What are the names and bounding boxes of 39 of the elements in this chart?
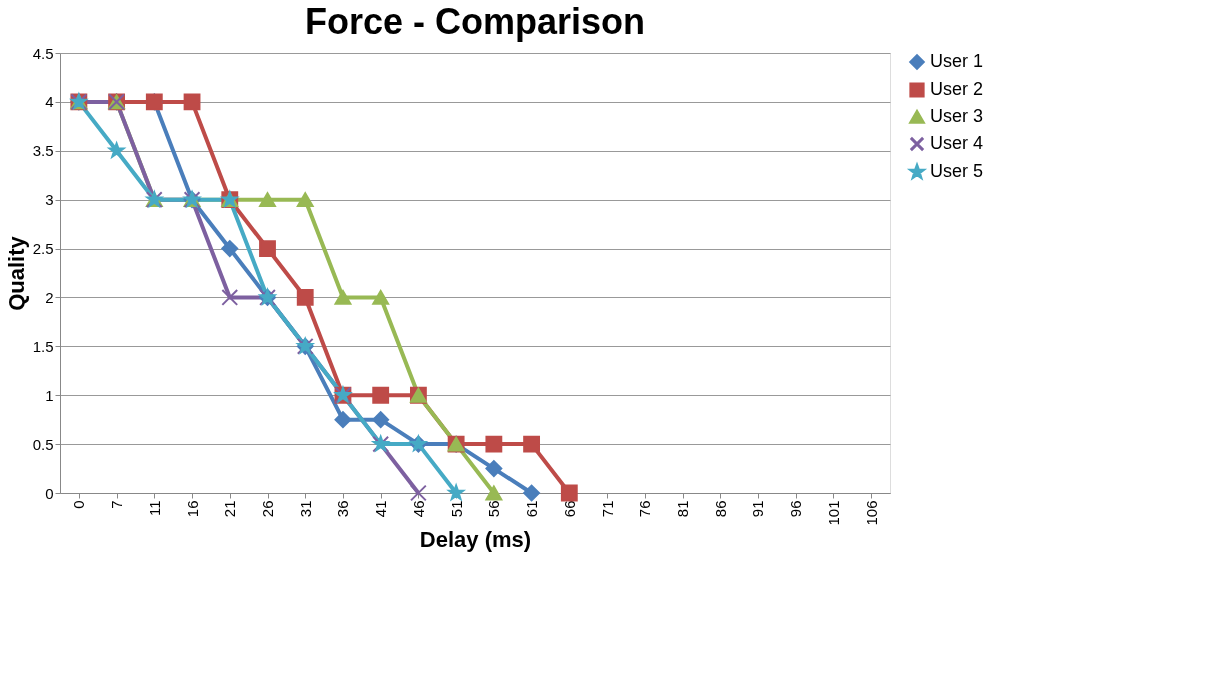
legend-label: User 5 [930,161,984,181]
y-tick-label: 2.5 [32,240,54,258]
legend-label: User 1 [930,51,984,71]
x-tick-label: 7 [108,500,126,509]
y-tick-label: 3.5 [32,142,54,160]
x-tick-label: 41 [372,500,390,518]
y-tick-label: 3 [45,191,54,209]
y-tick-label: 1.5 [32,337,54,355]
legend-label: User 4 [930,133,984,153]
y-tick-label: 0.5 [32,435,54,453]
x-tick-label: 11 [145,500,163,517]
x-tick-label: 71 [598,500,616,518]
x-tick-label: 86 [711,500,729,518]
x-tick-label: 66 [560,500,578,518]
x-tick-label: 101 [824,500,842,526]
legend-label: User 3 [930,106,984,126]
x-tick-label: 31 [296,500,314,518]
y-tick-label: 4 [45,93,54,111]
x-tick-label: 96 [787,500,805,518]
x-tick-label: 51 [447,500,465,518]
x-tick-label: 16 [183,500,201,518]
x-tick-label: 21 [221,500,239,518]
x-axis-title: Delay (ms) [419,526,532,552]
x-tick-label: 81 [674,500,691,518]
x-tick-label: 61 [523,500,541,518]
x-tick-label: 46 [409,500,427,518]
x-tick-label: 56 [485,500,503,518]
x-tick-label: 0 [70,500,88,509]
legend-label: User 2 [930,79,984,99]
x-tick-label: 26 [259,500,276,518]
y-axis-title: Quality [3,235,29,311]
y-tick-label: 2 [45,288,54,306]
x-tick-label: 76 [636,500,654,518]
x-tick-label: 106 [862,500,880,526]
y-tick-label: 1 [45,386,54,404]
x-tick-label: 91 [749,500,767,518]
chart-title: Force - Comparison [304,1,646,42]
y-tick-label: 4.5 [32,44,54,62]
x-tick-label: 36 [334,500,352,518]
